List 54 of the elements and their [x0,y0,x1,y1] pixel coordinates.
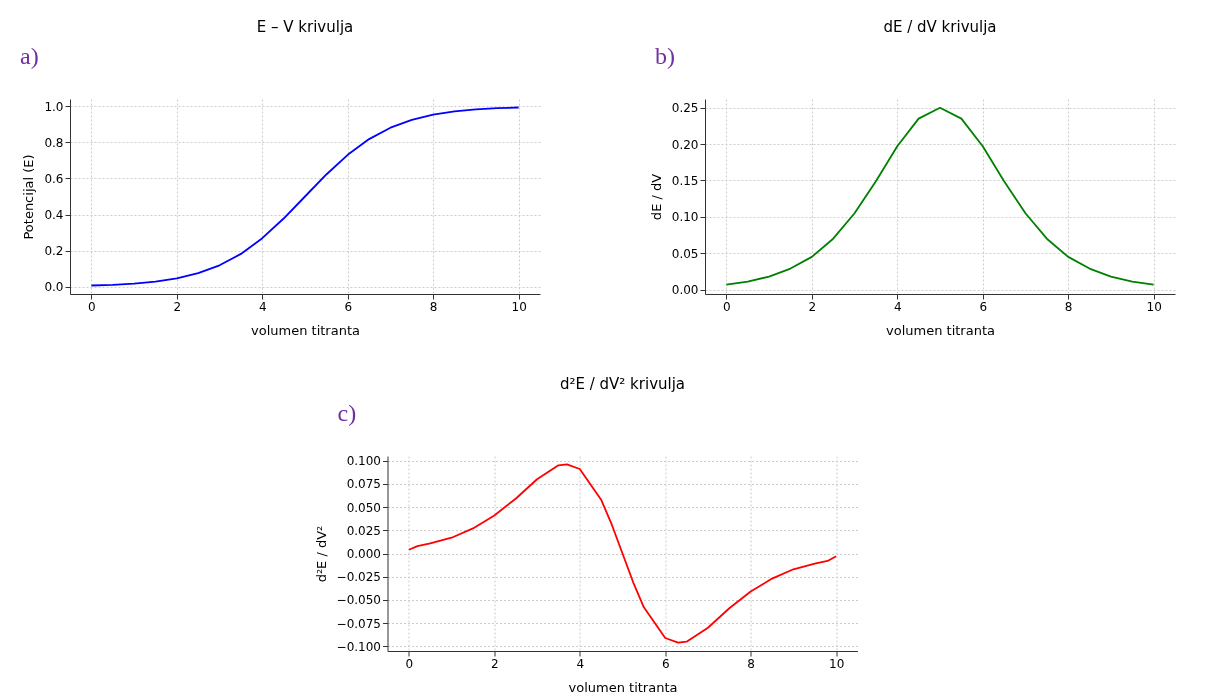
x-axis-title: volumen titranta [886,322,995,338]
y-tick-label: 0.100 [346,454,381,469]
x-tick-label: 10 [829,656,845,671]
y-axis-title: dE / dV [648,173,664,221]
y-tick-label: 0.15 [671,173,699,188]
y-tick-label: 0.075 [346,477,381,492]
y-tick-label: 0.6 [44,171,64,186]
y-tick-label: 0.4 [44,208,64,223]
y-axis-title: Potencijal (E) [21,154,37,240]
x-tick-label: 2 [808,299,817,314]
text: a) [20,43,39,69]
y-tick-label: 0.000 [346,547,381,561]
chart-title: E – V krivulja [256,18,354,36]
line-series [90,106,520,287]
x-axis-title: volumen titranta [568,679,678,695]
x-tick-label: 2 [491,656,499,671]
x-tick-label: 6 [979,299,988,314]
y-tick-label: 0.8 [44,135,64,150]
x-tick-label: 8 [429,299,438,314]
y-tick-label: 0.2 [44,244,64,259]
chart-title: d²E / dV² krivulja [559,375,686,393]
line-series [407,463,838,644]
y-tick-label: −0.100 [336,639,381,654]
x-tick-label: 8 [1064,299,1073,314]
y-tick-label: 0.050 [346,500,381,515]
y-tick-label: 0.20 [671,137,699,152]
x-tick-label: 8 [747,656,755,671]
x-tick-label: 4 [258,299,267,314]
x-axis-title: volumen titranta [251,322,360,338]
x-tick-label: 0 [723,299,731,314]
text: b) [655,43,675,69]
x-tick-label: 2 [173,299,182,314]
x-tick-label: 10 [511,299,527,314]
x-tick-label: 6 [661,656,670,671]
y-tick-label: 0.25 [671,101,699,116]
y-axis-title: d²E / dV² [313,525,329,583]
y-tick-label: −0.025 [336,570,381,585]
x-tick-label: 6 [344,299,353,314]
y-tick-label: 0.025 [346,523,381,538]
y-tick-label: 0.05 [671,246,699,261]
y-tick-label: −0.050 [336,593,381,608]
y-tick-label: −0.075 [336,616,381,631]
y-tick-label: 1.0 [44,99,64,114]
x-tick-label: 4 [893,299,902,314]
x-tick-label: 10 [1146,299,1162,314]
chart-title: dE / dV krivulja [883,18,997,36]
x-tick-label: 0 [405,656,414,671]
y-tick-label: 0.10 [671,210,699,225]
x-tick-label: 0 [88,299,96,314]
x-tick-label: 4 [576,656,585,671]
y-tick-label: 0.00 [671,283,699,298]
line-series [725,106,1155,286]
y-tick-label: 0.0 [44,280,64,295]
text: c) [337,400,357,426]
